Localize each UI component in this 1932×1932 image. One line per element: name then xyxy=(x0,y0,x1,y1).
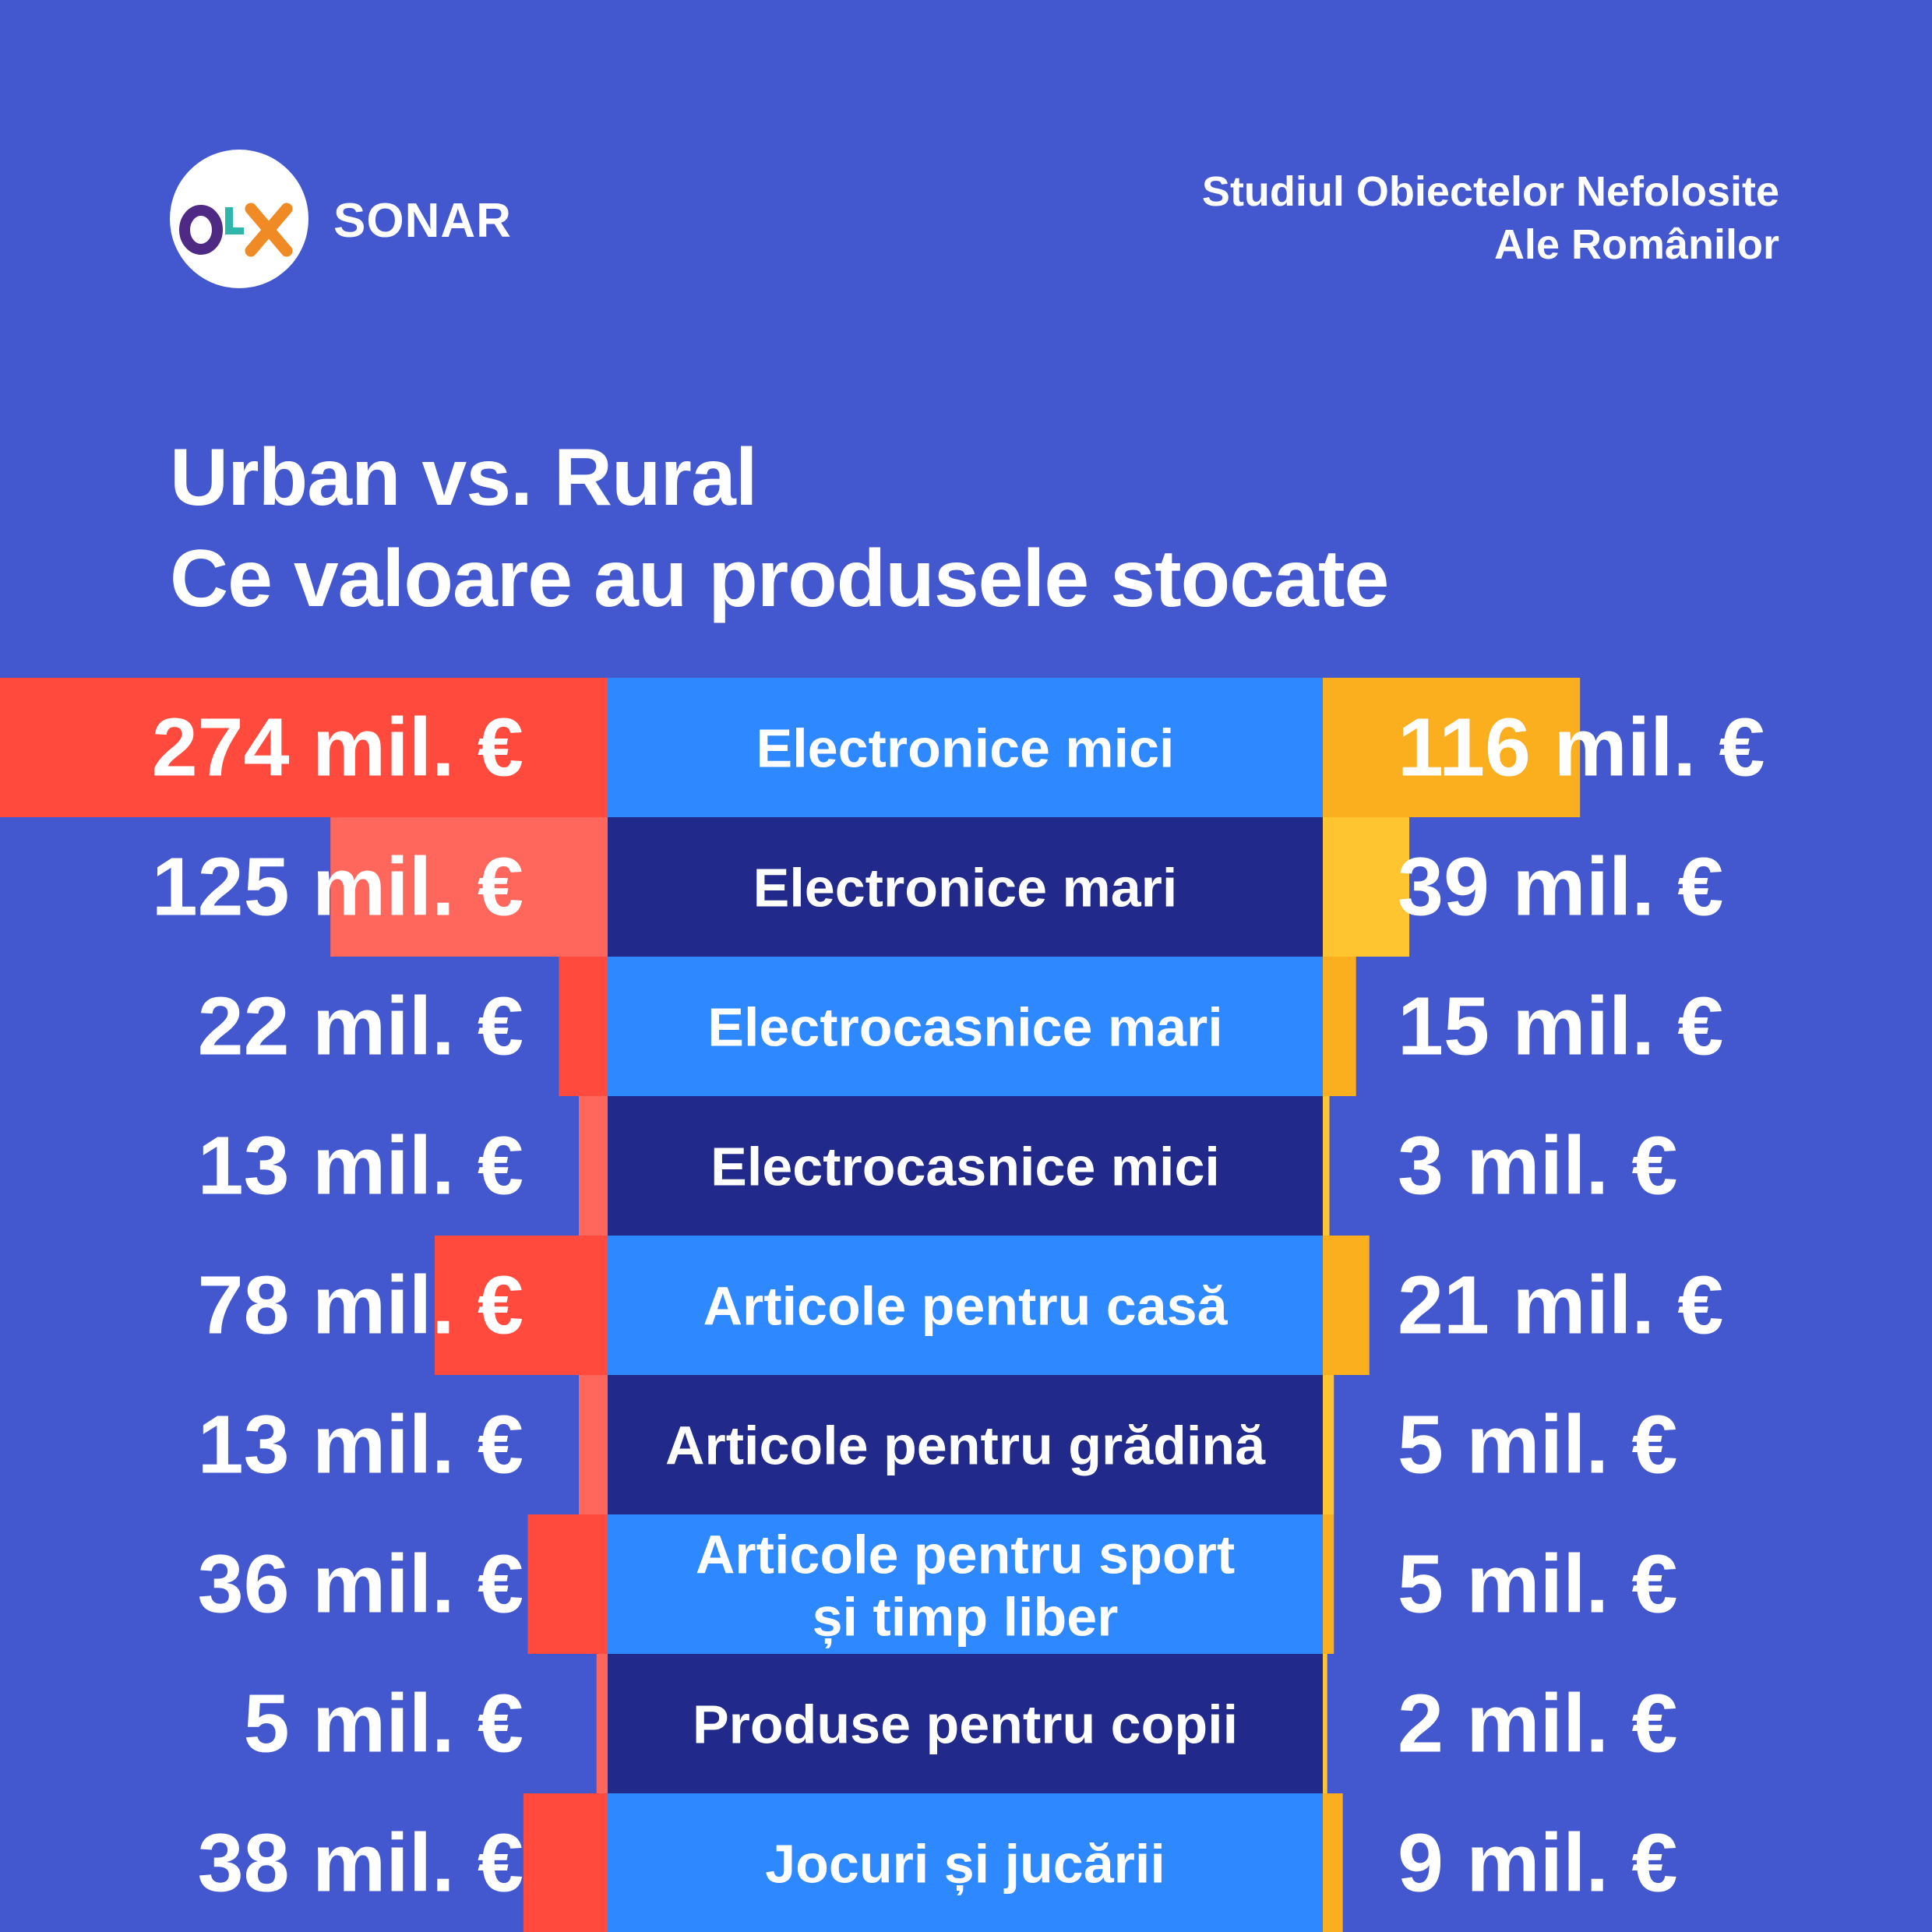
category-block xyxy=(608,678,1323,817)
urban-bar xyxy=(523,1793,608,1932)
rural-bar xyxy=(1323,1375,1334,1514)
page-title-line2: Ce valoare au produsele stocate xyxy=(170,534,1389,624)
rural-value-label: 5 mil. € xyxy=(1398,1539,1677,1631)
category-block xyxy=(608,1236,1323,1375)
rural-bar xyxy=(1323,1654,1327,1793)
urban-value-label: 13 mil. € xyxy=(198,1120,524,1212)
category-label: Articole pentru sport și timp liber xyxy=(696,1525,1235,1648)
study-title: Studiul Obiectelor Nefolosite Ale Români… xyxy=(1202,165,1779,271)
urban-value-label: 38 mil. € xyxy=(198,1817,524,1909)
category-label: Electronice mari xyxy=(753,858,1178,918)
rural-bar xyxy=(1323,817,1410,957)
rural-bar xyxy=(1323,1236,1370,1375)
study-title-line1: Studiul Obiectelor Nefolosite xyxy=(1201,168,1779,215)
category-label: Articole pentru grădină xyxy=(665,1416,1266,1476)
category-block xyxy=(608,1793,1323,1932)
urban-value-label: 5 mil. € xyxy=(244,1678,524,1770)
urban-bar xyxy=(527,1514,608,1654)
rural-value-label: 5 mil. € xyxy=(1398,1399,1677,1491)
category-block xyxy=(608,1096,1323,1236)
rural-bar xyxy=(1323,1793,1343,1932)
urban-value-label: 78 mil. € xyxy=(198,1260,524,1352)
rural-value-label: 21 mil. € xyxy=(1398,1260,1723,1352)
urban-bar xyxy=(578,1096,608,1236)
rural-value-label: 116 mil. € xyxy=(1398,702,1765,794)
olx-logo xyxy=(170,150,308,288)
rural-value-label: 39 mil. € xyxy=(1398,841,1723,933)
category-label: Electronice mici xyxy=(756,718,1175,779)
category-label: Produse pentru copii xyxy=(693,1694,1238,1755)
page-title: Urban vs. Rural Ce valoare au produsele … xyxy=(170,427,1389,629)
category-label: Electrocasnice mici xyxy=(710,1137,1220,1197)
brand-name: SONAR xyxy=(333,194,512,248)
urban-bar xyxy=(559,957,608,1096)
rural-value-label: 3 mil. € xyxy=(1398,1120,1677,1212)
urban-bar xyxy=(434,1236,608,1375)
urban-value-label: 274 mil. € xyxy=(152,702,524,794)
chart: Electronice mici 274 mil. € 116 mil. € Elec… xyxy=(0,678,1765,1932)
category-block xyxy=(608,1375,1323,1514)
rural-bar xyxy=(1323,1514,1334,1654)
urban-value-label: 13 mil. € xyxy=(198,1399,524,1491)
page-title-line1: Urban vs. Rural xyxy=(170,432,758,523)
rural-value-label: 15 mil. € xyxy=(1398,981,1723,1073)
urban-bar xyxy=(596,1654,608,1793)
olx-logo-icon xyxy=(179,203,293,257)
study-title-line2: Ale Românilor xyxy=(1493,221,1779,268)
category-block xyxy=(608,817,1323,957)
rural-value-label: 2 mil. € xyxy=(1398,1678,1677,1770)
urban-value-label: 22 mil. € xyxy=(198,981,524,1073)
category-block xyxy=(608,957,1323,1096)
category-label: Electrocasnice mari xyxy=(707,997,1222,1058)
category-label: Articole pentru casă xyxy=(703,1276,1229,1337)
category-label: Jocuri și jucării xyxy=(765,1834,1165,1895)
category-block xyxy=(608,1654,1323,1793)
category-block xyxy=(608,1514,1323,1654)
rural-value-label: 9 mil. € xyxy=(1398,1817,1677,1909)
urban-bar xyxy=(578,1375,608,1514)
urban-bar xyxy=(330,817,608,957)
urban-value-label: 125 mil. € xyxy=(152,841,524,933)
urban-value-label: 36 mil. € xyxy=(198,1539,524,1631)
rural-bar xyxy=(1323,678,1581,817)
rural-bar xyxy=(1323,1096,1330,1236)
urban-bar xyxy=(0,678,608,817)
rural-bar xyxy=(1323,957,1356,1096)
